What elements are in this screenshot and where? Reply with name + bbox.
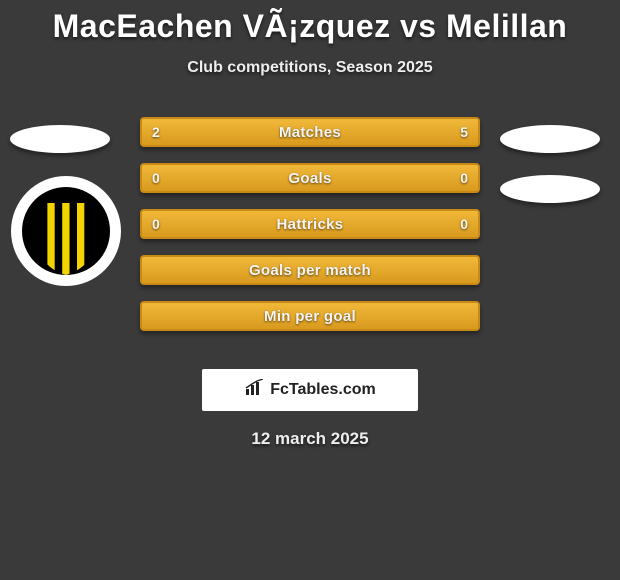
content-area: MIRANTE BRO: [0, 117, 620, 357]
stat-label: Min per goal: [264, 308, 356, 325]
stat-value-right: 0: [460, 216, 468, 232]
stat-bar-hattricks: 0 Hattricks 0: [140, 209, 480, 239]
stat-bar-goals: 0 Goals 0: [140, 163, 480, 193]
stat-label: Matches: [279, 124, 341, 141]
page-title: MacEachen VÃ¡zquez vs Melillan: [0, 8, 620, 45]
stat-bar-matches: 2 Matches 5: [140, 117, 480, 147]
stat-label: Goals per match: [249, 262, 371, 279]
club-badge-left: MIRANTE BRO: [10, 175, 122, 287]
comparison-widget: MacEachen VÃ¡zquez vs Melillan Club comp…: [0, 0, 620, 449]
stat-value-left: 2: [152, 124, 160, 140]
stat-value-left: 0: [152, 170, 160, 186]
player-photo-right-placeholder-1: [500, 125, 600, 153]
stat-label: Hattricks: [277, 216, 344, 233]
stat-bars: 2 Matches 5 0 Goals 0 0 Hattricks 0 Goal…: [140, 117, 480, 347]
stat-bar-goals-per-match: Goals per match: [140, 255, 480, 285]
date-label: 12 march 2025: [0, 429, 620, 449]
stat-bar-min-per-goal: Min per goal: [140, 301, 480, 331]
branding-badge[interactable]: FcTables.com: [202, 369, 418, 411]
stat-value-right: 0: [460, 170, 468, 186]
stat-value-left: 0: [152, 216, 160, 232]
chart-icon: [244, 379, 266, 402]
stat-value-right: 5: [460, 124, 468, 140]
player-photo-left-placeholder: [10, 125, 110, 153]
player-photo-right-placeholder-2: [500, 175, 600, 203]
branding-text: FcTables.com: [270, 381, 376, 399]
page-subtitle: Club competitions, Season 2025: [0, 59, 620, 77]
stat-label: Goals: [288, 170, 331, 187]
